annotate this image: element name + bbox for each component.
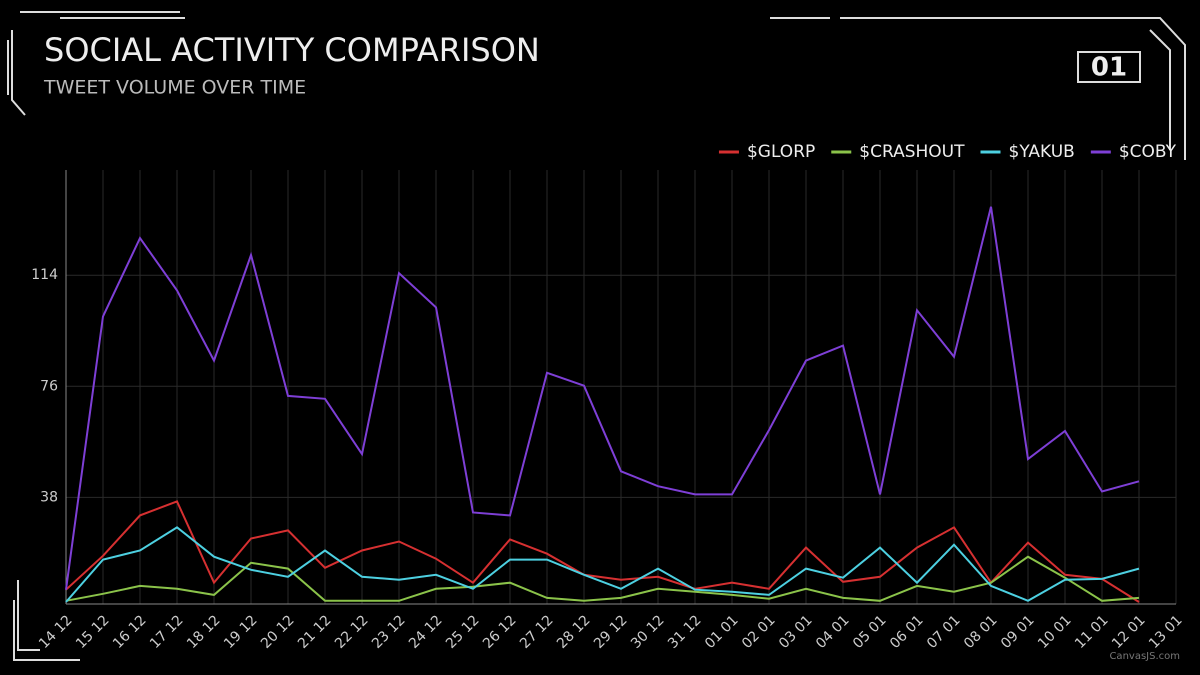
y-tick-label: 38 <box>40 489 58 505</box>
x-tick-label: 11 01 <box>1072 612 1112 652</box>
legend-label: $COBY <box>1119 142 1177 162</box>
chart-title: SOCIAL ACTIVITY COMPARISON <box>44 31 540 69</box>
x-tick-label: 28 12 <box>554 612 594 652</box>
legend-label: $GLORP <box>747 142 815 162</box>
x-tick-label: 01 01 <box>702 612 742 652</box>
x-tick-label: 19 12 <box>221 612 261 652</box>
x-tick-label: 08 01 <box>961 612 1001 652</box>
x-tick-label: 21 12 <box>295 612 335 652</box>
x-tick-label: 27 12 <box>517 612 557 652</box>
x-tick-label: 06 01 <box>887 612 927 652</box>
x-tick-label: 04 01 <box>813 612 853 652</box>
x-tick-label: 14 12 <box>36 612 76 652</box>
x-tick-label: 25 12 <box>443 612 483 652</box>
x-tick-label: 24 12 <box>406 612 446 652</box>
chart-subtitle: TWEET VOLUME OVER TIME <box>43 77 306 99</box>
legend-label: $YAKUB <box>1009 142 1075 162</box>
x-tick-label: 13 01 <box>1146 612 1186 652</box>
x-tick-label: 30 12 <box>628 612 668 652</box>
x-tick-label: 18 12 <box>184 612 224 652</box>
x-tick-label: 22 12 <box>332 612 372 652</box>
x-tick-label: 17 12 <box>147 612 187 652</box>
x-tick-label: 23 12 <box>369 612 409 652</box>
x-tick-label: 20 12 <box>258 612 298 652</box>
y-tick-label: 114 <box>31 267 58 283</box>
x-tick-label: 03 01 <box>776 612 816 652</box>
watermark: CanvasJS.com <box>1109 651 1180 662</box>
series-line <box>65 526 1140 603</box>
x-tick-label: 10 01 <box>1035 612 1075 652</box>
x-tick-label: 26 12 <box>480 612 520 652</box>
x-tick-label: 09 01 <box>998 612 1038 652</box>
legend-label: $CRASHOUT <box>859 142 965 162</box>
y-tick-label: 76 <box>40 378 58 394</box>
x-tick-label: 02 01 <box>739 612 779 652</box>
badge: 01 <box>1091 53 1127 83</box>
x-tick-label: 16 12 <box>110 612 150 652</box>
x-tick-label: 15 12 <box>73 612 113 652</box>
x-tick-label: 12 01 <box>1109 612 1149 652</box>
x-tick-label: 05 01 <box>850 612 890 652</box>
x-tick-label: 29 12 <box>591 612 631 652</box>
series-line <box>65 206 1140 590</box>
frame-decoration <box>7 11 1186 661</box>
x-tick-label: 07 01 <box>924 612 964 652</box>
series-line <box>65 500 1140 603</box>
x-tick-label: 31 12 <box>665 612 705 652</box>
